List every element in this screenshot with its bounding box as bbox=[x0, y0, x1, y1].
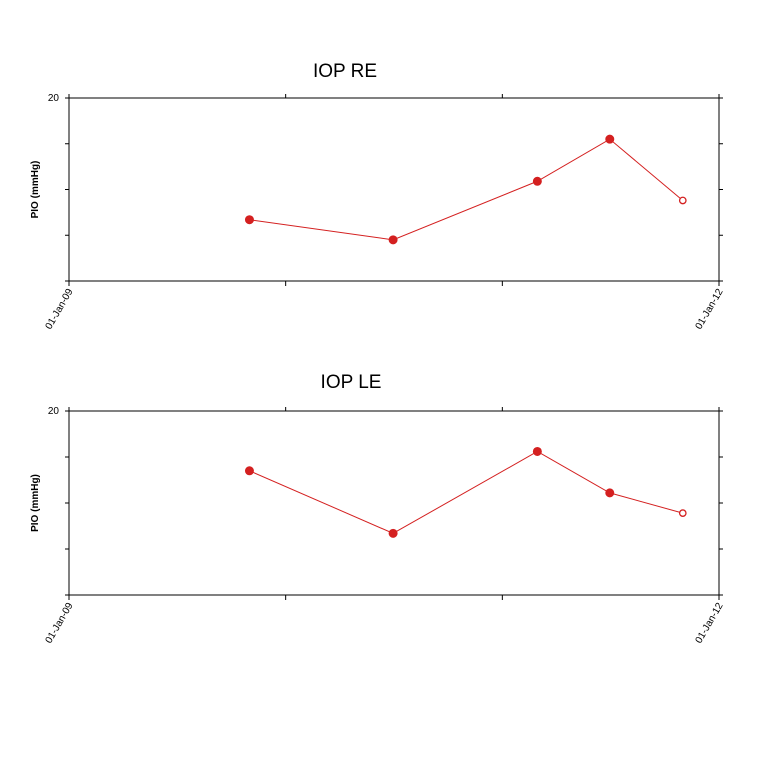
plot-frame bbox=[68, 97, 720, 282]
data-point bbox=[388, 235, 398, 245]
chart-title: IOP LE bbox=[321, 372, 382, 393]
y-tick-label: 20 bbox=[48, 93, 60, 104]
data-point bbox=[244, 215, 254, 225]
data-point bbox=[244, 466, 254, 476]
x-tick-label: 01-Jan-12 bbox=[694, 601, 726, 646]
plot-frame bbox=[68, 410, 720, 596]
x-tick-label: 01-Jan-09 bbox=[44, 601, 76, 646]
data-point bbox=[605, 488, 615, 498]
chart-1: IOP RE PIO (mmHg) 20 01-Jan-09 01-Jan-12 bbox=[30, 61, 726, 331]
data-point bbox=[605, 134, 615, 144]
series-line bbox=[249, 138, 684, 241]
series-line bbox=[249, 450, 683, 534]
x-tick-label: 01-Jan-12 bbox=[694, 287, 726, 332]
y-tick-label: 20 bbox=[48, 406, 60, 417]
chart-title: IOP RE bbox=[313, 61, 377, 82]
data-point bbox=[388, 528, 398, 538]
data-point bbox=[678, 509, 687, 517]
x-tick-label: 01-Jan-09 bbox=[44, 287, 76, 332]
y-axis-label: PIO (mmHg) bbox=[30, 474, 41, 532]
chart-2: IOP LE PIO (mmHg) 20 01-Jan-09 01-Jan-12 bbox=[30, 372, 726, 645]
y-axis-label: PIO (mmHg) bbox=[30, 161, 41, 219]
data-point bbox=[532, 446, 542, 456]
data-point bbox=[532, 176, 542, 186]
data-point bbox=[678, 196, 687, 205]
